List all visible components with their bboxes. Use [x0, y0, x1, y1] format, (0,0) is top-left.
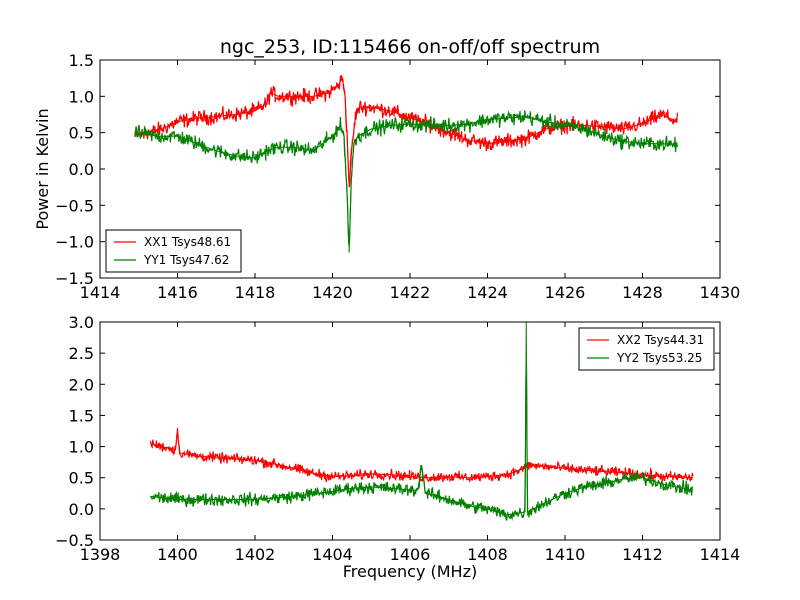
- legend: XX1 Tsys48.61 YY1 Tsys47.62: [105, 229, 242, 273]
- x-tick-label: 1404: [312, 545, 353, 564]
- x-tick-label: 1406: [390, 545, 431, 564]
- legend-entry: XX2 Tsys44.31: [617, 333, 704, 347]
- y-tick-label: −0.5: [55, 196, 94, 215]
- x-tick-label: 1408: [467, 545, 508, 564]
- y-tick-label: 1.5: [69, 406, 94, 425]
- x-tick-label: 1428: [622, 283, 663, 302]
- legend-entry: YY2 Tsys53.25: [616, 351, 702, 365]
- legend: XX2 Tsys44.31 YY2 Tsys53.25: [578, 327, 715, 371]
- chart-title: ngc_253, ID:115466 on-off/off spectrum: [220, 36, 600, 58]
- y-tick-label: 2.5: [69, 344, 94, 363]
- x-tick-label: 1402: [235, 545, 276, 564]
- y-tick-label: 0.5: [69, 469, 94, 488]
- legend-box: [105, 229, 242, 273]
- legend-entry: YY1 Tsys47.62: [143, 253, 229, 267]
- legend-entry: XX1 Tsys48.61: [144, 235, 231, 249]
- y-tick-label: 1.0: [69, 438, 94, 457]
- y-tick-label: 0.0: [69, 160, 94, 179]
- x-tick-label: 1412: [622, 545, 663, 564]
- y-tick-label: 1.5: [69, 51, 94, 70]
- y-tick-label: 0.0: [69, 500, 94, 519]
- x-tick-label: 1416: [157, 283, 198, 302]
- x-tick-label: 1424: [467, 283, 508, 302]
- x-tick-label: 1410: [545, 545, 586, 564]
- y-tick-label: −1.0: [55, 233, 94, 252]
- x-axis-label: Frequency (MHz): [343, 562, 477, 581]
- y-tick-label: 0.5: [69, 124, 94, 143]
- x-tick-label: 1400: [157, 545, 198, 564]
- x-tick-label: 1426: [545, 283, 586, 302]
- x-tick-label: 1420: [312, 283, 353, 302]
- y-tick-label: −1.5: [55, 269, 94, 288]
- top-spectrum-plot: 1414 1416 1418 1420 1422 1424 1426 1428 1430 −1.5…: [33, 51, 740, 302]
- series-line-2: [134, 110, 678, 246]
- legend-box: [578, 327, 715, 371]
- series-trend-2: [134, 116, 678, 253]
- series-trend-1: [150, 427, 693, 479]
- x-tick-label: 1418: [235, 283, 276, 302]
- bottom-spectrum-plot: 1398 1400 1402 1404 1406 1408 1410 1412 1414 −0.5…: [55, 313, 740, 581]
- x-tick-label: 1398: [80, 545, 121, 564]
- y-tick-label: 1.0: [69, 87, 94, 106]
- x-tick-label: 1414: [80, 283, 121, 302]
- series-trend-2: [150, 322, 693, 516]
- series-line-1: [134, 75, 678, 187]
- y-tick-label: 2.0: [69, 375, 94, 394]
- x-tick-label: 1422: [390, 283, 431, 302]
- x-tick-label: 1414: [700, 545, 741, 564]
- x-tick-label: 1430: [700, 283, 741, 302]
- y-axis-label: Power in Kelvin: [33, 108, 52, 229]
- y-tick-label: −0.5: [55, 531, 94, 550]
- y-tick-label: 3.0: [69, 313, 94, 332]
